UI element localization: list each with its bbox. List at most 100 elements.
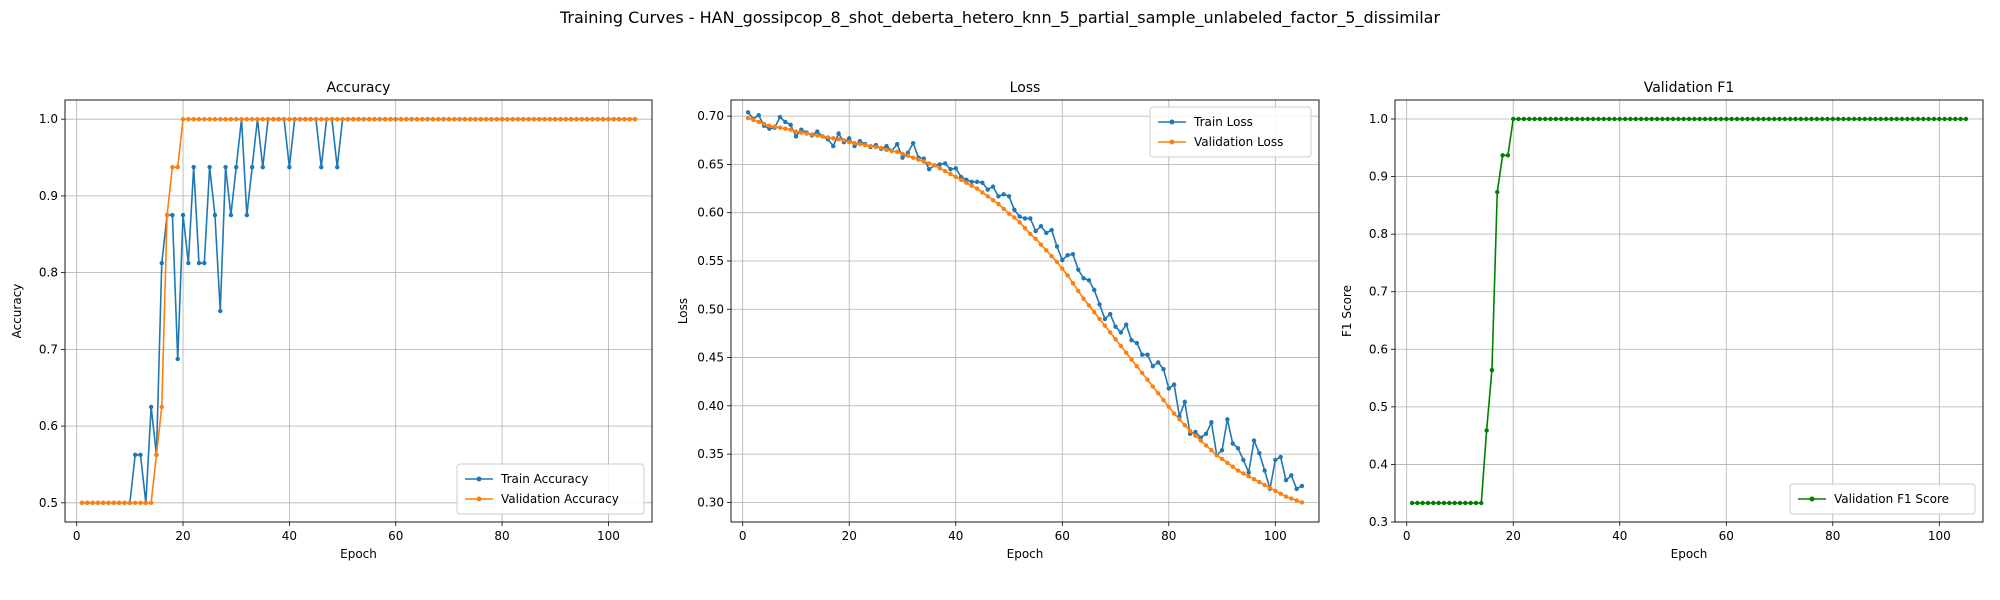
y-tick-label: 0.9 [39, 189, 58, 203]
data-point [1171, 411, 1177, 416]
data-point [1289, 473, 1294, 478]
x-tick-label: 40 [948, 529, 963, 543]
data-point [510, 116, 515, 122]
data-point [1006, 194, 1012, 199]
data-point [1113, 324, 1118, 329]
data-point [1622, 116, 1628, 122]
data-point [1182, 399, 1187, 405]
data-point [1081, 276, 1086, 281]
data-point [788, 127, 793, 132]
data-point [1299, 500, 1305, 505]
data-point [1299, 483, 1305, 489]
data-point [212, 116, 218, 122]
data-point [1145, 352, 1150, 357]
data-point [1777, 116, 1782, 122]
data-point [948, 171, 953, 177]
data-point [1278, 454, 1283, 460]
data-point [1097, 316, 1102, 322]
data-point [1937, 116, 1942, 122]
data-point [202, 260, 207, 266]
data-point [1793, 116, 1798, 122]
y-axis-label: F1 Score [1340, 285, 1354, 337]
data-point [180, 212, 186, 218]
data-point [159, 260, 164, 266]
data-point [430, 116, 436, 122]
data-point [1681, 116, 1686, 122]
data-point [191, 116, 196, 122]
y-axis-label: Loss [676, 298, 690, 324]
series-line-2 [82, 118, 635, 504]
data-point [836, 131, 841, 136]
data-point [249, 116, 255, 122]
data-point [122, 500, 127, 506]
data-point [772, 124, 777, 129]
data-point [249, 164, 255, 170]
data-point [1841, 116, 1846, 122]
y-tick-label: 0.5 [1369, 400, 1388, 414]
data-point [884, 143, 889, 149]
data-point [1558, 116, 1564, 122]
data-point [132, 500, 138, 506]
data-point [457, 116, 462, 122]
data-point [1108, 311, 1113, 317]
data-point [1415, 500, 1420, 506]
data-point [616, 116, 622, 122]
data-point [974, 186, 980, 191]
data-point [942, 168, 948, 174]
data-point [1230, 441, 1235, 446]
data-point [148, 500, 154, 506]
data-point [847, 140, 852, 145]
data-point [1123, 322, 1129, 327]
data-point [595, 116, 600, 122]
data-point [600, 116, 606, 122]
data-point [761, 121, 767, 127]
y-tick-label: 0.35 [697, 447, 724, 461]
x-tick-label: 0 [73, 529, 81, 543]
data-point [1155, 360, 1161, 365]
data-point [1225, 460, 1230, 466]
data-point [388, 116, 393, 122]
data-point [777, 114, 783, 120]
chart-panel-3: 0 20 40 60 80 100 0.3 0.4 0.5 0.6 0.7 0.8 0.9 1.0 Vali… [1340, 80, 1984, 561]
data-point [584, 116, 590, 122]
data-point [132, 452, 138, 458]
data-point [196, 116, 202, 122]
data-point [1171, 382, 1177, 387]
legend-box [1789, 483, 1976, 515]
data-point [404, 116, 409, 122]
x-tick-label: 100 [1264, 529, 1287, 543]
data-point [1649, 116, 1654, 122]
data-point [783, 119, 788, 125]
data-point [483, 116, 489, 122]
data-point [627, 116, 632, 122]
data-point [1825, 116, 1830, 122]
figure-title: Training Curves - HAN_gossipcop_8_shot_d… [559, 8, 1441, 27]
data-point [1532, 116, 1537, 122]
y-tick-label: 0.9 [1369, 170, 1388, 184]
data-point [756, 112, 761, 118]
data-point [1756, 116, 1761, 122]
y-tick-label: 0.8 [1369, 227, 1388, 241]
data-point [751, 117, 756, 123]
data-point [148, 404, 154, 410]
data-point [1473, 500, 1479, 506]
data-point [127, 500, 133, 506]
data-point [1028, 231, 1033, 237]
data-point [1076, 267, 1081, 272]
data-point [884, 147, 889, 153]
data-point [467, 116, 473, 122]
data-point [894, 149, 900, 155]
data-point [980, 190, 985, 195]
data-point [1489, 367, 1495, 373]
data-point [1713, 116, 1718, 122]
data-point [1505, 153, 1511, 158]
data-point [1209, 420, 1214, 425]
data-point [223, 164, 228, 170]
data-point [1166, 404, 1172, 409]
data-point [1193, 433, 1198, 438]
data-point [1246, 470, 1251, 475]
data-point [1894, 116, 1899, 122]
data-point [398, 116, 404, 122]
data-point [361, 116, 367, 122]
